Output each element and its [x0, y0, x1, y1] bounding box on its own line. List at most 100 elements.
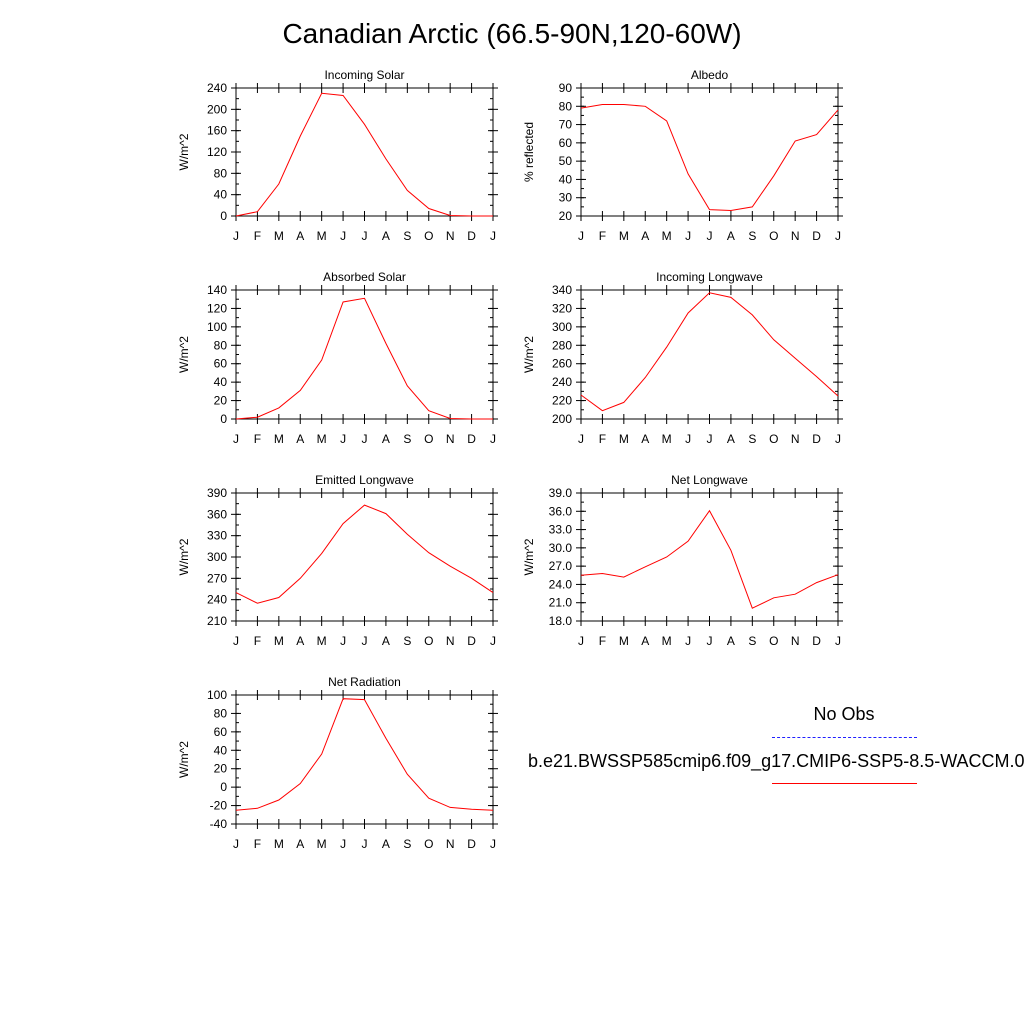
x-tick-label: J — [340, 432, 346, 446]
y-tick-label: 240 — [552, 375, 572, 389]
x-tick-label: J — [835, 432, 841, 446]
x-tick-label: J — [233, 634, 239, 648]
x-tick-label: A — [296, 837, 304, 851]
x-tick-label: J — [578, 634, 584, 648]
y-tick-label: 360 — [207, 507, 227, 521]
legend-case-label: b.e21.BWSSP585cmip6.f09_g17.CMIP6-SSP5-8… — [528, 751, 1024, 771]
x-tick-label: M — [317, 229, 327, 243]
x-tick-label: D — [812, 432, 821, 446]
x-tick-label: F — [599, 432, 606, 446]
y-tick-label: 90 — [559, 81, 573, 95]
x-tick-label: S — [403, 432, 411, 446]
series-line — [235, 92, 493, 217]
plot-frame — [235, 289, 494, 420]
chart-panel-6: Net Longwave W/m^2 18.0 21.0 24.0 27.0 30.0 33.… — [522, 473, 843, 648]
x-tick-label: J — [707, 634, 713, 648]
series-line — [580, 509, 839, 609]
series-line — [235, 297, 493, 420]
x-tick-label: M — [317, 837, 327, 851]
y-tick-label: 40 — [214, 743, 228, 757]
x-tick-label: A — [382, 229, 390, 243]
y-tick-label: 160 — [207, 124, 227, 138]
x-tick-label: A — [727, 432, 735, 446]
x-tick-label: M — [619, 634, 629, 648]
y-tick-label: 60 — [214, 357, 228, 371]
y-tick-label: 18.0 — [549, 614, 573, 628]
y-tick-label: 70 — [559, 118, 573, 132]
chart-panel-5: Emitted Longwave W/m^2 210 240 270 300 330 360 3… — [177, 473, 498, 648]
x-tick-label: J — [490, 837, 496, 851]
y-tick-label: 100 — [207, 688, 227, 702]
y-tick-label: 20 — [214, 762, 228, 776]
y-tick-label: 27.0 — [549, 559, 573, 573]
page-title: Canadian Arctic (66.5-90N,120-60W) — [282, 18, 742, 49]
legend-case-line — [772, 783, 917, 784]
y-tick-label: 80 — [214, 338, 228, 352]
x-tick-label: M — [274, 837, 284, 851]
panel-title: Incoming Solar — [324, 68, 404, 82]
x-tick-label: J — [685, 634, 691, 648]
x-tick-label: M — [662, 634, 672, 648]
x-tick-label: N — [446, 229, 455, 243]
plot-frame — [580, 492, 839, 622]
y-tick-label: 120 — [207, 145, 227, 159]
x-tick-label: D — [812, 229, 821, 243]
plot-frame — [235, 694, 494, 825]
x-tick-label: M — [317, 634, 327, 648]
x-tick-label: J — [233, 837, 239, 851]
plot-frame — [235, 87, 494, 217]
x-tick-label: D — [467, 837, 476, 851]
x-tick-label: F — [599, 229, 606, 243]
x-tick-label: J — [835, 229, 841, 243]
y-axis-label: W/m^2 — [177, 336, 191, 373]
x-tick-label: A — [382, 837, 390, 851]
y-tick-label: 40 — [559, 172, 573, 186]
chart-panel-4: Incoming Longwave W/m^2 200 220 240 260 280 300… — [522, 270, 843, 446]
y-tick-label: 60 — [214, 725, 228, 739]
x-tick-label: A — [296, 634, 304, 648]
y-tick-label: 80 — [214, 166, 228, 180]
plot-frame — [580, 87, 839, 217]
x-tick-label: O — [424, 432, 433, 446]
y-tick-label: 21.0 — [549, 596, 573, 610]
y-tick-label: -40 — [210, 817, 228, 831]
y-tick-label: 260 — [552, 357, 572, 371]
x-tick-label: M — [317, 432, 327, 446]
x-tick-label: J — [362, 229, 368, 243]
x-tick-label: N — [791, 634, 800, 648]
x-tick-label: F — [254, 229, 261, 243]
x-tick-label: A — [641, 229, 649, 243]
x-tick-label: J — [233, 432, 239, 446]
y-tick-label: 140 — [207, 283, 227, 297]
x-tick-label: S — [748, 432, 756, 446]
x-tick-label: J — [362, 634, 368, 648]
panel-title: Net Longwave — [671, 473, 748, 487]
y-tick-label: 270 — [207, 571, 227, 585]
x-tick-label: A — [382, 634, 390, 648]
x-tick-label: F — [254, 432, 261, 446]
x-tick-label: J — [233, 229, 239, 243]
x-tick-label: D — [467, 432, 476, 446]
y-axis-label: W/m^2 — [522, 538, 536, 575]
y-tick-label: 20 — [214, 394, 228, 408]
x-tick-label: J — [835, 634, 841, 648]
y-tick-label: 320 — [552, 301, 572, 315]
y-tick-label: 220 — [552, 394, 572, 408]
y-tick-label: 390 — [207, 486, 227, 500]
y-tick-label: 0 — [220, 780, 227, 794]
series-line — [235, 698, 494, 811]
series-line — [235, 504, 494, 604]
y-tick-label: -20 — [210, 799, 228, 813]
x-tick-label: M — [619, 432, 629, 446]
x-tick-label: A — [641, 432, 649, 446]
x-tick-label: J — [340, 837, 346, 851]
x-tick-label: J — [340, 634, 346, 648]
y-tick-label: 300 — [207, 550, 227, 564]
y-tick-label: 240 — [207, 81, 227, 95]
y-axis-label: % reflected — [522, 122, 536, 182]
x-tick-label: M — [274, 229, 284, 243]
x-tick-label: D — [467, 229, 476, 243]
x-tick-label: J — [578, 432, 584, 446]
legend-obs-line — [772, 737, 917, 738]
